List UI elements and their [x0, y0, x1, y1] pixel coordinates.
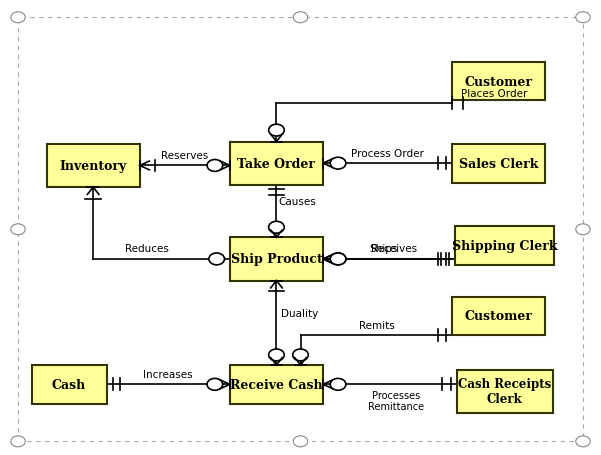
Bar: [456, 227, 555, 265]
Bar: [32, 365, 106, 404]
Bar: [230, 365, 323, 404]
Circle shape: [576, 224, 590, 235]
Text: Take Order: Take Order: [237, 157, 316, 170]
Text: Process Order: Process Order: [351, 148, 424, 158]
Circle shape: [293, 13, 308, 24]
Text: Sales Clerk: Sales Clerk: [459, 157, 538, 170]
Circle shape: [293, 436, 308, 447]
Circle shape: [11, 224, 25, 235]
Circle shape: [11, 436, 25, 447]
Circle shape: [209, 253, 224, 265]
Text: Receives: Receives: [371, 244, 416, 254]
Circle shape: [331, 158, 346, 170]
Circle shape: [576, 436, 590, 447]
Text: Remits: Remits: [359, 320, 394, 330]
Bar: [230, 142, 323, 186]
Circle shape: [331, 253, 346, 265]
Text: Reserves: Reserves: [161, 151, 209, 161]
Bar: [452, 145, 545, 183]
Circle shape: [269, 222, 284, 234]
Circle shape: [331, 253, 346, 265]
Text: Places Order: Places Order: [461, 89, 528, 99]
Bar: [452, 297, 545, 336]
Text: Reduces: Reduces: [125, 244, 169, 254]
Circle shape: [269, 125, 284, 137]
Text: Inventory: Inventory: [59, 160, 127, 172]
Text: Customer: Customer: [465, 310, 533, 323]
Bar: [47, 145, 139, 188]
Text: Processes
Remittance: Processes Remittance: [368, 390, 424, 411]
Bar: [457, 369, 553, 413]
Circle shape: [293, 349, 308, 361]
Circle shape: [269, 349, 284, 361]
Text: Ships: Ships: [369, 244, 397, 254]
Text: Causes: Causes: [279, 197, 316, 207]
Text: Shipping Clerk: Shipping Clerk: [452, 239, 558, 252]
Text: Receive Cash: Receive Cash: [230, 378, 323, 391]
Circle shape: [331, 379, 346, 390]
Circle shape: [11, 13, 25, 24]
Circle shape: [207, 379, 222, 390]
Circle shape: [576, 13, 590, 24]
Bar: [452, 63, 545, 101]
Text: Cash: Cash: [52, 378, 86, 391]
Text: Duality: Duality: [281, 308, 318, 318]
Text: Ship Product: Ship Product: [231, 253, 322, 266]
Text: Increases: Increases: [144, 369, 193, 379]
Text: Cash Receipts
Clerk: Cash Receipts Clerk: [458, 377, 552, 405]
Text: Customer: Customer: [465, 76, 533, 88]
Circle shape: [207, 160, 222, 172]
Bar: [230, 238, 323, 281]
